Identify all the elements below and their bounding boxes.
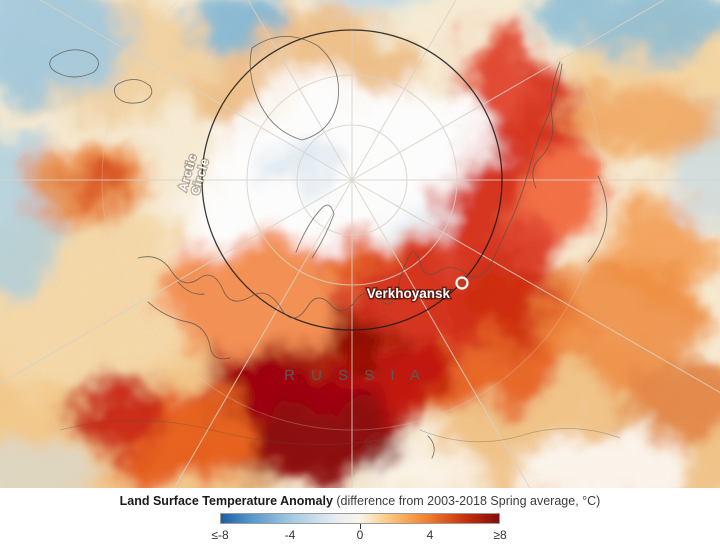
arctic-circle-ring bbox=[201, 29, 503, 331]
map-svg: Arctic Circle Verkhoyansk R U S S I A bbox=[0, 0, 720, 488]
legend-gradient-bar bbox=[220, 513, 500, 524]
legend-title: Land Surface Temperature Anomaly (differ… bbox=[0, 493, 720, 509]
legend-tick-neg4: -4 bbox=[284, 528, 296, 542]
verkhoyansk-label: Verkhoyansk bbox=[367, 286, 451, 301]
coastlines bbox=[49, 36, 621, 459]
legend-tick-max: ≥8 bbox=[493, 528, 507, 542]
legend-bar: ≤-8 -4 0 4 ≥8 bbox=[211, 513, 507, 545]
legend-tick-min: ≤-8 bbox=[211, 528, 229, 542]
legend-tick-zero: 0 bbox=[356, 528, 364, 542]
temperature-anomaly-map: Arctic Circle Verkhoyansk R U S S I A bbox=[0, 0, 720, 488]
legend-zero-tick bbox=[360, 524, 361, 529]
legend-title-bold: Land Surface Temperature Anomaly bbox=[119, 494, 333, 508]
legend-title-detail: (difference from 2003-2018 Spring averag… bbox=[336, 494, 601, 508]
graticule bbox=[0, 0, 720, 488]
russia-label: R U S S I A bbox=[284, 367, 426, 384]
legend-bar-frame bbox=[220, 513, 500, 524]
legend-tick-pos4: 4 bbox=[426, 528, 434, 542]
legend: Land Surface Temperature Anomaly (differ… bbox=[0, 488, 720, 545]
verkhoyansk-marker bbox=[455, 276, 469, 290]
grain-texture bbox=[0, 0, 720, 488]
